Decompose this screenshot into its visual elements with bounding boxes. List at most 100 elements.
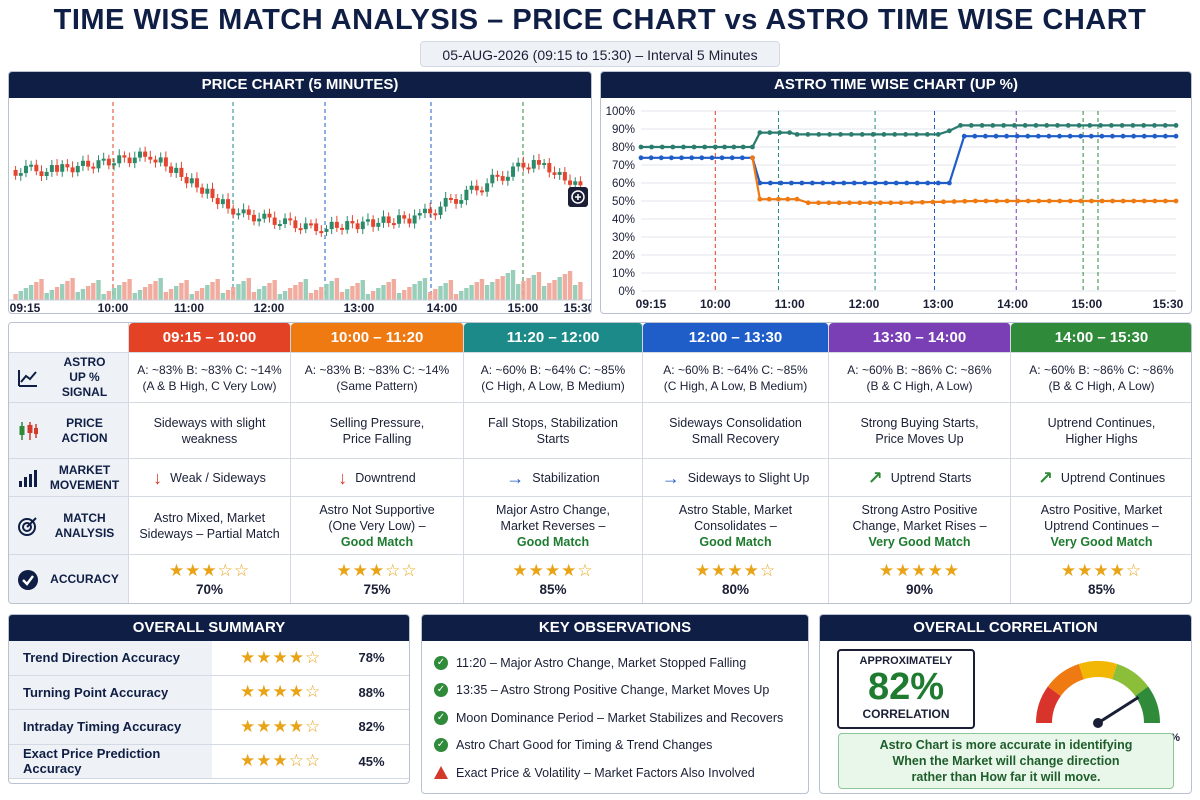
candle-body [137,151,142,158]
signal-note: (A & B High, C Very Low) [142,378,277,393]
volume-bar [179,283,184,300]
candle-body [303,223,308,230]
series-point [794,132,800,137]
candle-body [277,224,282,227]
warning-icon [434,766,448,780]
series-point [872,180,878,186]
volume-bar [505,273,511,300]
series-point [909,200,915,205]
candle-body [298,228,303,231]
match-line: (One Very Low) – [328,518,426,533]
candle-body [479,190,484,193]
signal-values: A: ~60% B: ~86% C: ~86% [847,362,992,377]
series-point [767,180,773,186]
candle-body [179,167,184,177]
match-line: Astro Stable, Market [678,502,793,517]
candle-body [516,162,521,167]
correlation-note: Astro Chart is more accurate in identify… [838,733,1174,789]
candle-body [153,159,158,163]
price-action-cell: Selling Pressure, Price Falling [291,403,464,459]
candle-body [101,158,106,161]
candle-body [542,163,547,166]
series-point [1055,123,1060,128]
x-tick-label: 10:00 [700,297,731,311]
candle-body [86,160,91,167]
row-label-text: MARKET MOVEMENT [49,462,120,492]
candle-body [422,208,427,214]
match-line: Astro Mixed, Market [153,510,266,525]
volume-bar [137,290,143,300]
candle-body [236,213,241,216]
signal-values: A: ~60% B: ~86% C: ~86% [1029,362,1174,377]
series-point [961,133,967,139]
row-label: ACCURACY [9,555,129,603]
series-point [1141,123,1147,128]
volume-bar [241,281,246,300]
series-point [668,155,674,161]
series-point [903,132,909,137]
series-point [1173,123,1179,128]
series-point [838,132,843,137]
series-point [757,180,763,186]
star-rating: ★★★★☆ [240,682,322,702]
series-point [962,198,968,204]
star-rating: ★★★★☆ [240,716,322,736]
candle-body [251,214,256,222]
period-header[interactable]: 10:00 – 11:20 [291,323,464,353]
row-label: MATCH ANALYSIS [9,497,129,555]
series-point [1141,133,1147,139]
series-point [925,180,931,186]
volume-bar [536,272,542,300]
candle-body [241,209,246,214]
period-header[interactable]: 12:00 – 13:30 [643,323,829,353]
row-label-text: ACCURACY [50,572,119,586]
series-point [867,200,873,206]
candle-body [547,163,552,173]
gauge-needle [1097,696,1140,725]
candle-body [174,167,179,173]
match-line: Change, Market Rises – [852,518,987,533]
volume-bar [111,288,117,300]
period-header[interactable]: 14:00 – 15:30 [1011,323,1191,353]
candle-body [443,197,448,207]
candle-body [319,231,324,234]
series-point [1087,123,1093,128]
volume-bar [547,283,552,300]
series-point [930,199,936,205]
candle-body [132,157,137,164]
series-point [979,123,985,128]
period-header[interactable]: 09:15 – 10:00 [129,323,291,353]
candle-body [381,216,386,223]
series-point [1076,123,1082,128]
series-point [862,180,868,186]
correlation-value: 82% [867,666,945,708]
series-point [847,200,852,206]
candle-body [531,159,536,169]
period-header[interactable]: 13:30 – 14:00 [829,323,1011,353]
series-point [1120,133,1126,139]
price-chart[interactable]: 09:15 10:00 11:00 12:00 13:00 14:00 15:00 15:30 [9,98,592,314]
price-action-line: weakness [181,431,238,446]
period-header[interactable]: 11:20 – 12:00 [464,323,643,353]
y-tick-label: 100% [606,106,635,118]
series-point [1119,123,1125,128]
plus-icon[interactable] [568,187,588,207]
series-point [826,200,832,206]
volume-bar [516,284,521,300]
astro-line-chart[interactable]: 0% 10% 20% 30% 40% 50% 60% 70% 80% 90% 100% 09:15 10… [601,98,1192,314]
volume-bar [407,287,412,300]
series-point [689,155,695,161]
volume-bar [557,277,562,300]
series-point [699,155,705,161]
astro-signal-cell: A: ~83% B: ~83% C: ~14% (A & B High, C Ve… [129,353,291,403]
volume-bar [70,278,75,300]
check-icon: ✓ [434,683,448,698]
volume-bar [85,286,91,300]
candle-body [91,166,96,169]
star-rating: ★★★☆☆ [336,560,418,580]
series-point [841,180,847,186]
row-label-text: MATCH ANALYSIS [54,510,115,540]
candle-body [386,216,391,224]
candle-body [448,197,453,200]
series-point [638,155,644,161]
